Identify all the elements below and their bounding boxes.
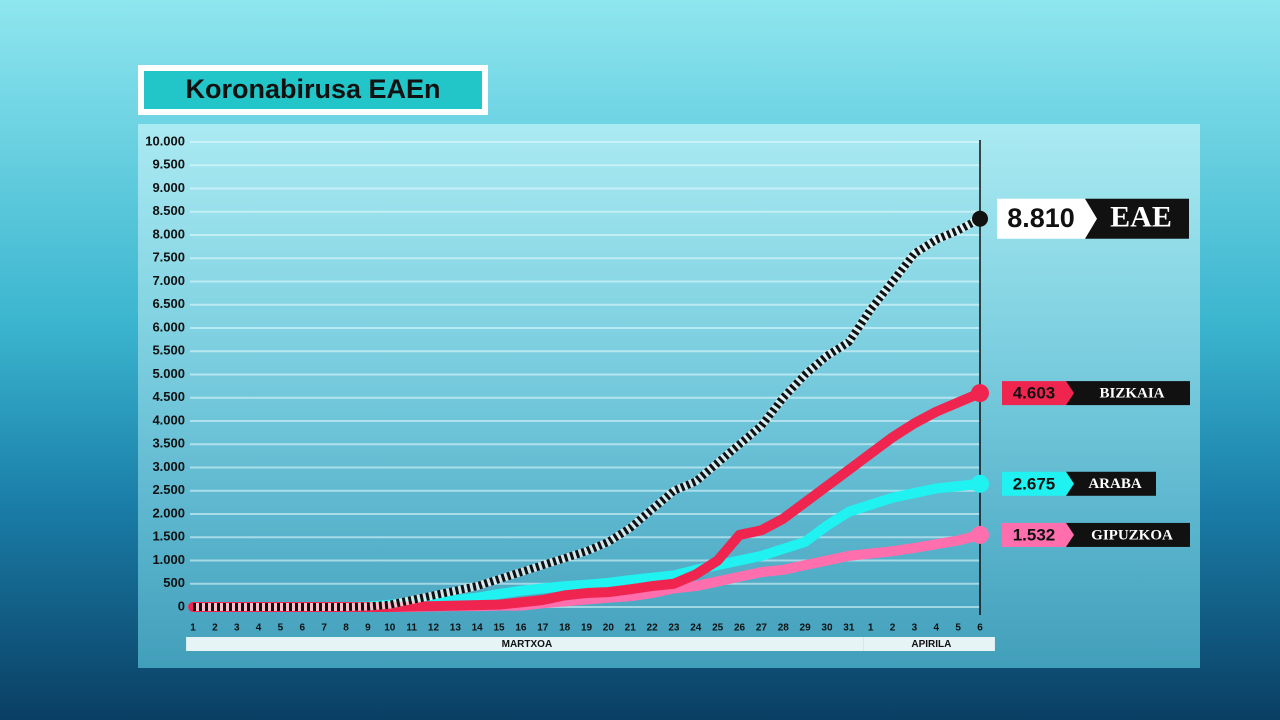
end-value-box — [1002, 471, 1066, 496]
x-tick-label: 5 — [278, 623, 284, 634]
end-arrow — [1066, 522, 1074, 547]
series-line — [193, 215, 982, 611]
end-value-box — [1002, 522, 1066, 547]
month-label: APIRILA — [911, 639, 951, 650]
end-arrow — [1066, 471, 1074, 496]
end-point — [971, 474, 989, 493]
y-tick-label: 7.500 — [152, 250, 185, 265]
title-box — [144, 71, 482, 109]
end-value-label: 2.675 — [1013, 474, 1056, 493]
y-tick-label: 5.500 — [152, 343, 185, 358]
x-tick-label: 14 — [472, 623, 484, 634]
x-tick-label: 22 — [647, 623, 659, 634]
x-tick-label: 31 — [843, 623, 855, 634]
end-name-box — [1066, 471, 1156, 496]
end-arrow — [1066, 381, 1074, 406]
end-name-box — [1066, 381, 1190, 406]
x-tick-label: 23 — [668, 623, 680, 634]
x-tick-label: 29 — [800, 623, 812, 634]
month-bar — [863, 637, 995, 651]
y-tick-label: 4.500 — [152, 389, 185, 404]
end-value-label: 1.532 — [1013, 525, 1056, 544]
chart-title: Koronabirusa EAEn — [185, 74, 440, 104]
x-tick-label: 9 — [365, 623, 371, 634]
y-tick-label: 9.500 — [152, 157, 185, 172]
month-bar — [186, 637, 864, 651]
y-tick-label: 8.000 — [152, 226, 185, 241]
end-point — [971, 525, 989, 544]
end-value-label: 8.810 — [1007, 203, 1075, 233]
x-tick-label: 27 — [756, 623, 768, 634]
y-tick-label: 2.000 — [152, 505, 185, 520]
x-tick-label: 6 — [300, 623, 306, 634]
end-name-box — [1066, 522, 1190, 547]
x-tick-label: 30 — [821, 623, 833, 634]
end-value-box — [997, 198, 1085, 239]
y-tick-label: 7.000 — [152, 273, 185, 288]
x-tick-label: 24 — [690, 623, 702, 634]
y-tick-label: 3.000 — [152, 459, 185, 474]
x-tick-label: 1 — [190, 623, 196, 634]
x-tick-label: 4 — [256, 623, 262, 634]
series-name: ARABA — [1088, 476, 1142, 492]
x-tick-label: 17 — [537, 623, 549, 634]
x-tick-label: 28 — [778, 623, 790, 634]
x-tick-label: 1 — [868, 623, 874, 634]
x-tick-label: 11 — [406, 623, 417, 634]
y-tick-label: 2.500 — [152, 482, 185, 497]
y-tick-label: 4.000 — [152, 412, 185, 427]
y-tick-label: 0 — [178, 598, 185, 613]
x-tick-label: 8 — [343, 623, 349, 634]
end-point — [971, 384, 989, 403]
end-name-box — [1085, 198, 1189, 239]
x-tick-label: 3 — [912, 623, 918, 634]
x-tick-label: 16 — [515, 623, 527, 634]
series-name: EAE — [1110, 201, 1172, 234]
x-tick-label: 18 — [559, 623, 571, 634]
x-tick-label: 2 — [212, 623, 218, 634]
x-tick-label: 19 — [581, 623, 593, 634]
y-tick-label: 6.500 — [152, 296, 185, 311]
y-tick-label: 6.000 — [152, 319, 185, 334]
y-tick-label: 3.500 — [152, 436, 185, 451]
x-tick-label: 3 — [234, 623, 240, 634]
series-name: GIPUZKOA — [1091, 527, 1173, 543]
x-tick-label: 10 — [384, 623, 396, 634]
x-tick-label: 12 — [428, 623, 440, 634]
y-tick-label: 8.500 — [152, 203, 185, 218]
x-tick-label: 21 — [625, 623, 637, 634]
x-tick-label: 4 — [933, 623, 939, 634]
x-tick-label: 6 — [977, 623, 983, 634]
series-name: BIZKAIA — [1099, 386, 1164, 402]
end-arrow — [1085, 198, 1097, 239]
y-tick-label: 5.000 — [152, 366, 185, 381]
x-tick-label: 13 — [450, 623, 462, 634]
y-tick-label: 10.000 — [145, 133, 185, 148]
x-tick-label: 15 — [493, 623, 505, 634]
end-point — [972, 210, 988, 227]
x-tick-label: 5 — [955, 623, 961, 634]
x-tick-label: 25 — [712, 623, 724, 634]
y-tick-label: 1.500 — [152, 529, 185, 544]
y-tick-label: 1.000 — [152, 552, 185, 567]
x-tick-label: 2 — [890, 623, 896, 634]
y-tick-label: 500 — [163, 575, 185, 590]
x-tick-label: 7 — [321, 623, 327, 634]
x-tick-label: 26 — [734, 623, 746, 634]
y-tick-label: 9.000 — [152, 180, 185, 195]
month-label: MARTXOA — [502, 639, 553, 650]
x-tick-label: 20 — [603, 623, 615, 634]
end-value-label: 4.603 — [1013, 384, 1056, 403]
end-value-box — [1002, 381, 1066, 406]
